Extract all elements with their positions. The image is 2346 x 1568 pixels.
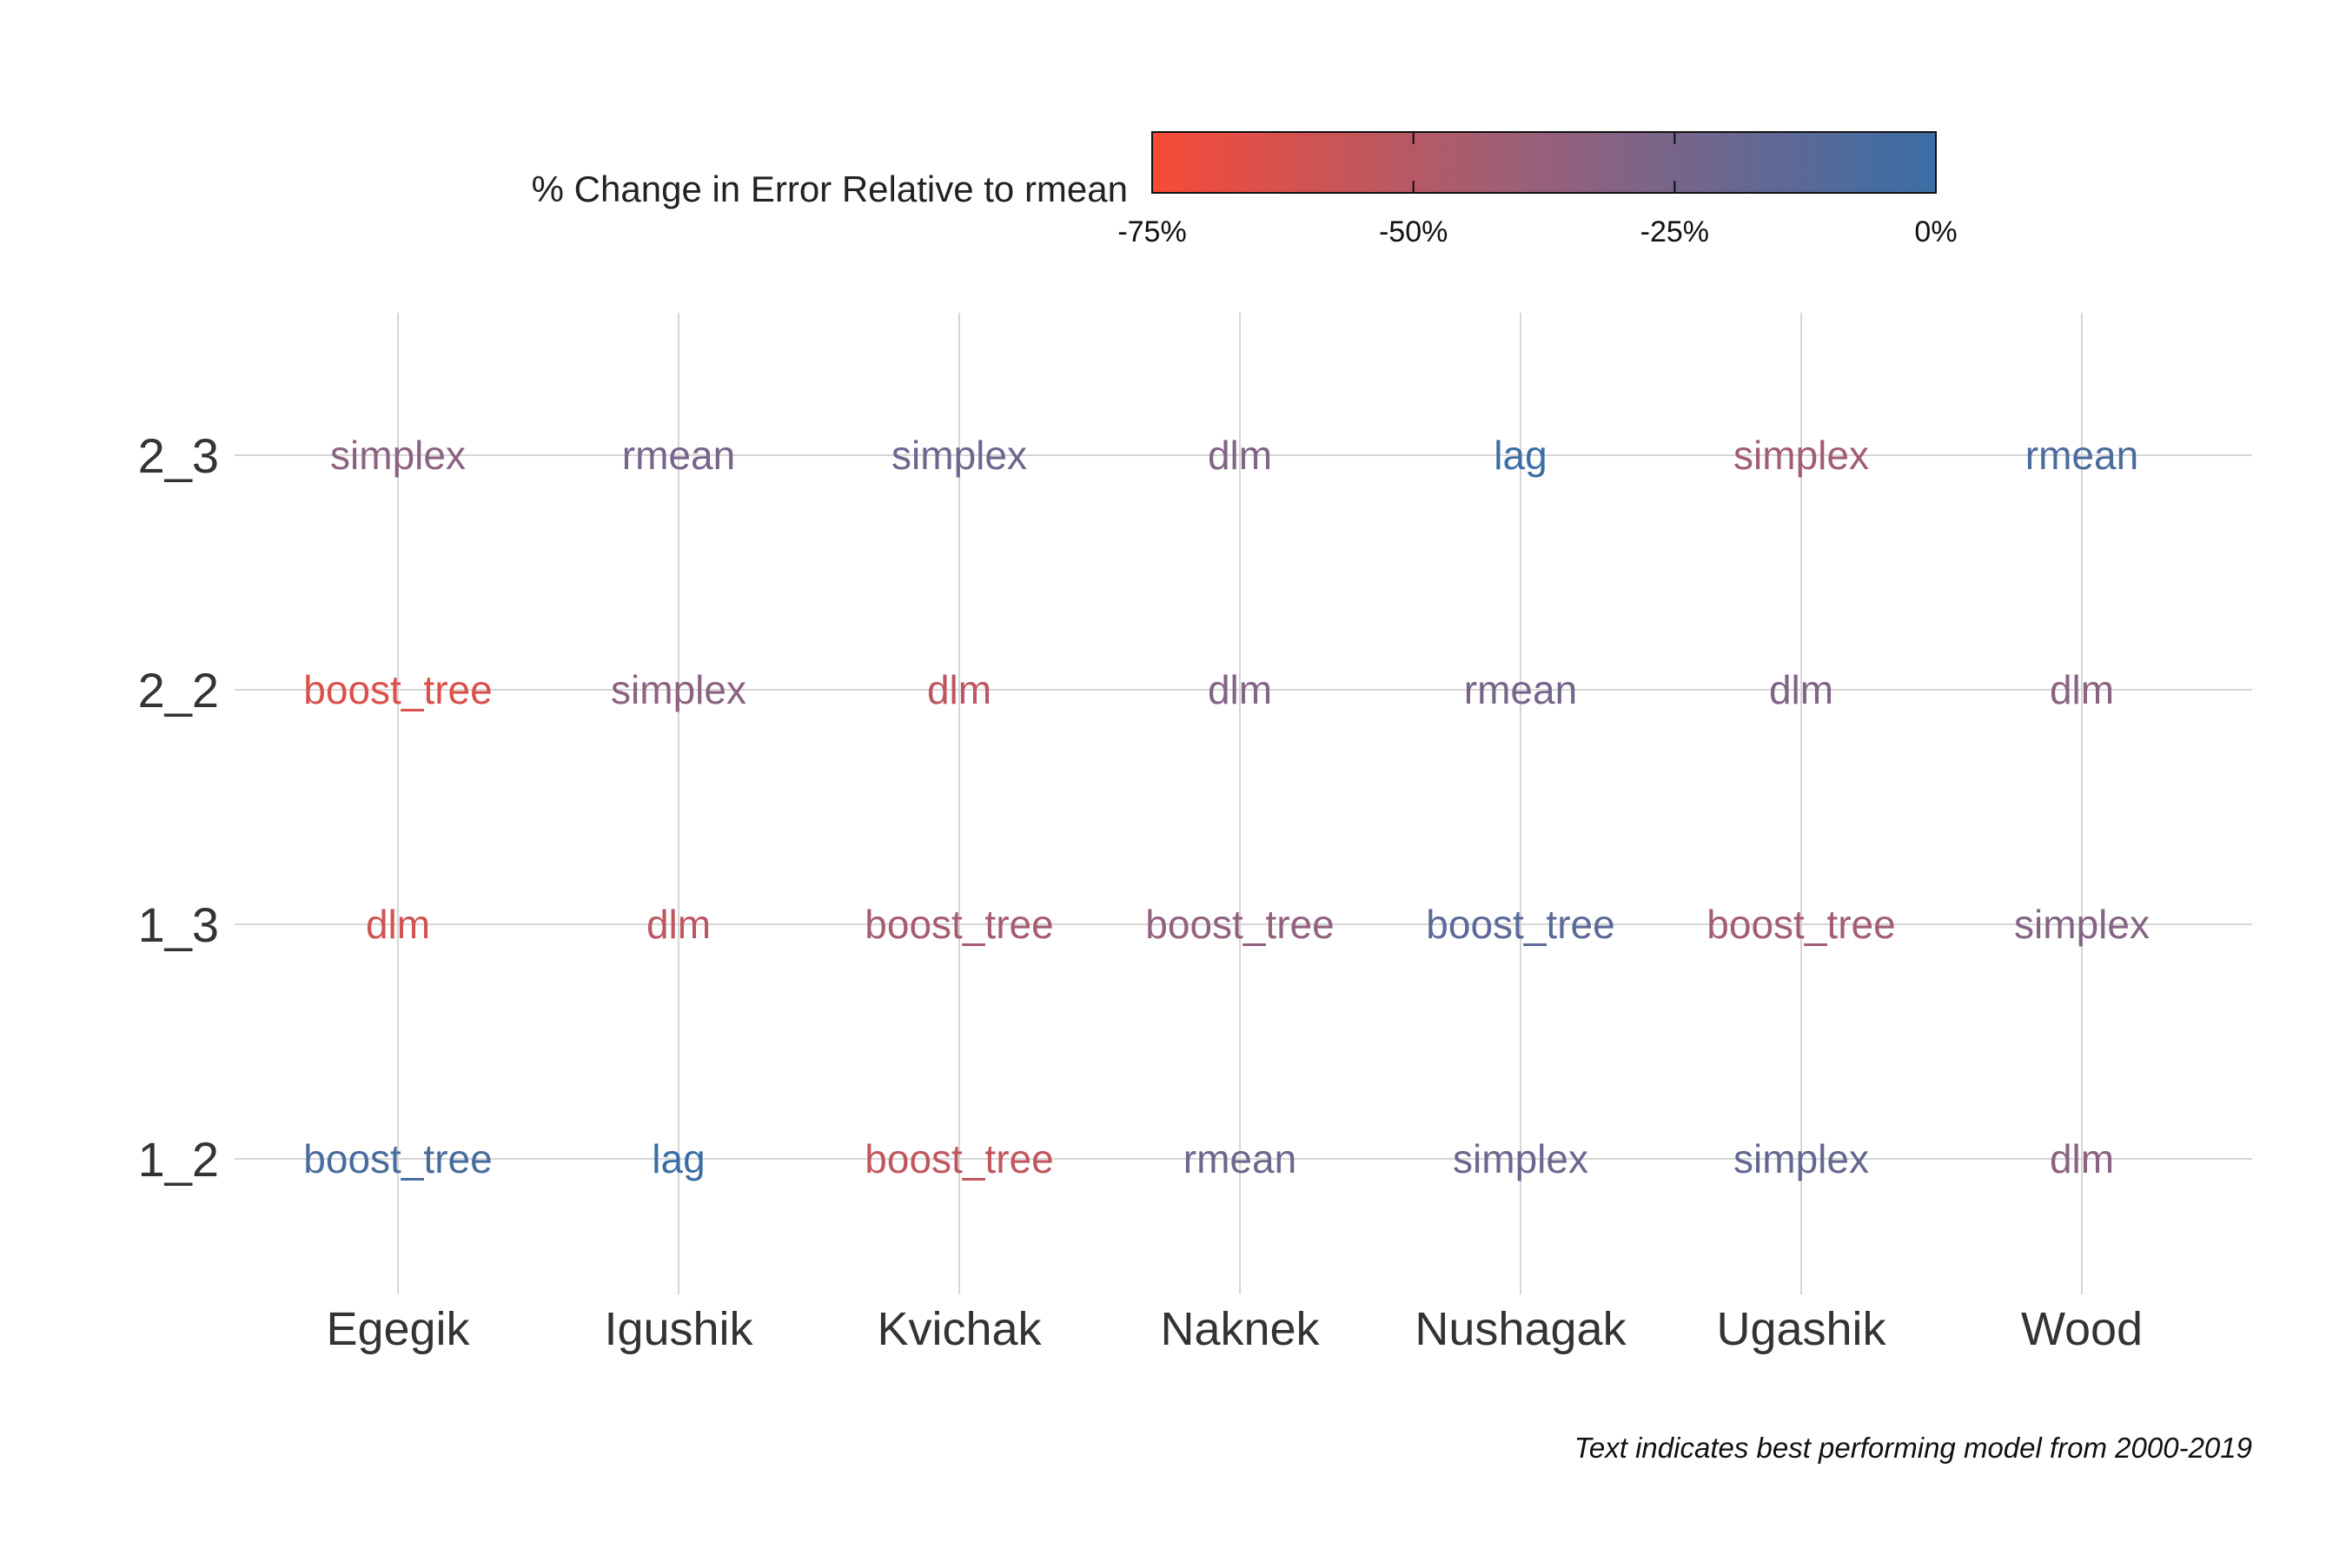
cell-model-label: boost_tree xyxy=(1706,902,1895,947)
chart-caption: Text indicates best performing model fro… xyxy=(1574,1432,2252,1464)
cell-model-label: boost_tree xyxy=(303,1136,492,1181)
cell-model-label: lag xyxy=(652,1136,705,1181)
cell-model-label: rmean xyxy=(2025,433,2138,478)
x-tick-label: Igushik xyxy=(604,1303,753,1355)
legend-ticks: -75% -50% -25% 0% xyxy=(1117,132,1958,248)
y-tick-label: 1_2 xyxy=(138,1132,219,1187)
cell-model-label: rmean xyxy=(1464,667,1577,712)
cell-model-label: dlm xyxy=(927,667,991,712)
cell-model-label: simplex xyxy=(611,667,746,712)
cell-model-label: dlm xyxy=(366,902,430,947)
cell-model-label: dlm xyxy=(2050,1136,2114,1181)
legend-tick-label: -75% xyxy=(1117,215,1186,248)
x-tick-label: Naknek xyxy=(1160,1303,1320,1355)
x-tick-label: Ugashik xyxy=(1716,1303,1886,1355)
x-tick-label: Kvichak xyxy=(877,1303,1042,1355)
cell-model-label: boost_tree xyxy=(1426,902,1614,947)
cell-model-label: simplex xyxy=(330,433,466,478)
cell-model-label: boost_tree xyxy=(1145,902,1334,947)
legend-tick-label: -25% xyxy=(1640,215,1709,248)
cell-model-label: boost_tree xyxy=(865,902,1053,947)
cell-model-label: simplex xyxy=(1453,1136,1588,1181)
x-axis: Egegik Igushik Kvichak Naknek Nushagak Ugashi… xyxy=(326,1303,2143,1355)
y-tick-label: 2_2 xyxy=(138,663,219,718)
legend-tick-label: -50% xyxy=(1379,215,1448,248)
heatmap-cells: simplex rmean simplex dlm lag simplex rmean boo… xyxy=(303,433,2150,1181)
x-tick-label: Egegik xyxy=(326,1303,470,1355)
cell-model-label: rmean xyxy=(1183,1136,1296,1181)
cell-model-label: simplex xyxy=(1733,1136,1869,1181)
cell-model-label: dlm xyxy=(646,902,711,947)
cell-model-label: rmean xyxy=(622,433,735,478)
color-legend: % Change in Error Relative to rmean -75%… xyxy=(532,131,1958,248)
y-tick-label: 1_3 xyxy=(138,897,219,952)
legend-title: % Change in Error Relative to rmean xyxy=(532,169,1128,209)
gridlines xyxy=(235,313,2252,1294)
legend-tick-label: 0% xyxy=(1914,215,1957,248)
cell-model-label: boost_tree xyxy=(303,667,492,712)
cell-model-label: simplex xyxy=(1733,433,1869,478)
cell-model-label: dlm xyxy=(1769,667,1833,712)
cell-model-label: dlm xyxy=(1208,433,1272,478)
cell-model-label: lag xyxy=(1494,433,1547,478)
cell-model-label: simplex xyxy=(891,433,1027,478)
cell-model-label: simplex xyxy=(2014,902,2150,947)
cell-model-label: dlm xyxy=(2050,667,2114,712)
cell-model-label: boost_tree xyxy=(865,1136,1053,1181)
cell-model-label: dlm xyxy=(1208,667,1272,712)
x-tick-label: Wood xyxy=(2021,1303,2143,1355)
y-axis: 1_2 1_3 2_2 2_3 xyxy=(138,428,219,1187)
legend-color-bar xyxy=(1151,131,1937,194)
x-tick-label: Nushagak xyxy=(1415,1303,1627,1355)
y-tick-label: 2_3 xyxy=(138,428,219,483)
